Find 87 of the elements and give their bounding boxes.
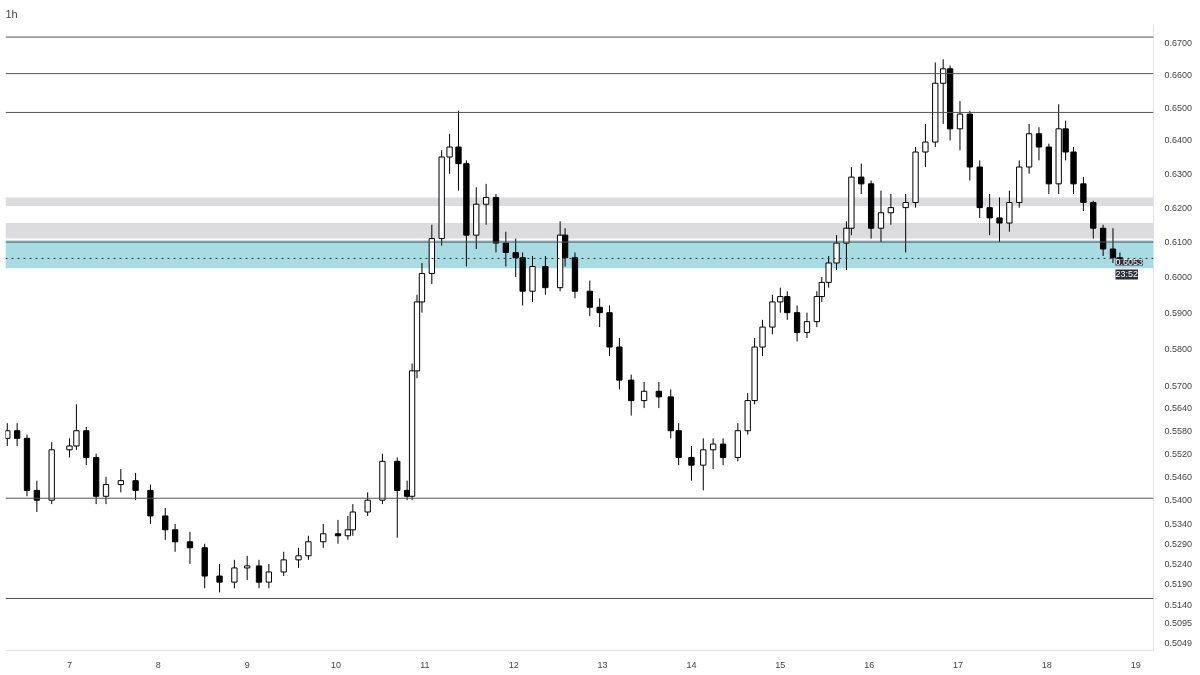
candlestick <box>759 319 766 357</box>
y-tick-label: 0.5140 <box>1164 599 1193 610</box>
candlestick <box>320 523 327 549</box>
y-tick-label: 0.5400 <box>1164 495 1193 506</box>
y-tick-label: 0.6200 <box>1164 202 1193 213</box>
candlestick <box>162 507 169 541</box>
candlestick <box>364 491 371 517</box>
y-tick-label: 0.6700 <box>1164 38 1193 49</box>
candlestick <box>887 193 895 226</box>
x-tick-label: 16 <box>864 659 875 670</box>
y-tick-label: 0.5580 <box>1164 425 1193 436</box>
candlestick <box>295 547 302 569</box>
candlestick <box>482 183 490 226</box>
x-tick-label: 19 <box>1130 659 1141 670</box>
x-tick-label: 15 <box>775 659 786 670</box>
candlestick <box>255 559 263 589</box>
candlestick <box>265 563 273 589</box>
x-tick-label: 17 <box>953 659 964 670</box>
candlestick <box>132 472 139 501</box>
candlestick <box>700 437 707 491</box>
candlestick <box>793 304 801 343</box>
candlestick <box>305 535 312 561</box>
y-tick-label: 0.5800 <box>1164 343 1193 354</box>
y-tick-label: 0.5049 <box>1164 637 1193 648</box>
y-tick-label: 0.5095 <box>1164 618 1193 629</box>
y-tick-label: 0.5520 <box>1164 448 1193 459</box>
candlestick <box>803 312 811 339</box>
x-tick-label: 18 <box>1041 659 1052 670</box>
candlestick <box>688 445 695 482</box>
y-tick-label: 0.5340 <box>1164 518 1193 529</box>
candlestick <box>171 523 179 553</box>
candlestick <box>877 190 885 243</box>
candlestick <box>922 123 929 168</box>
candlestick <box>655 381 663 409</box>
y-tick-label: 0.6400 <box>1164 135 1193 146</box>
candlestick <box>502 231 510 267</box>
candlestick <box>349 503 356 537</box>
candlestick <box>719 437 727 466</box>
candlestick <box>902 193 909 253</box>
candlestick <box>33 480 41 513</box>
candlestick <box>231 559 238 589</box>
candlestick <box>1035 126 1043 161</box>
candlestick <box>216 563 223 593</box>
y-tick-label: 0.6300 <box>1164 168 1193 179</box>
candlestick <box>709 437 717 470</box>
candlestick <box>628 374 635 417</box>
x-tick-label: 7 <box>66 659 72 670</box>
y-tick-label: 0.5900 <box>1164 307 1193 318</box>
x-tick-label: 8 <box>155 659 161 670</box>
candlestick <box>5 422 11 447</box>
candlestick <box>102 476 110 505</box>
y-tick-label: 0.6000 <box>1164 272 1193 283</box>
candlestick <box>858 163 865 195</box>
y-tick-label: 0.5190 <box>1164 579 1193 590</box>
y-tick-label: 0.5640 <box>1164 403 1193 414</box>
candlestick <box>833 234 840 271</box>
candlestick <box>1006 190 1013 233</box>
x-tick-label: 10 <box>331 659 342 670</box>
candlestick <box>117 468 124 493</box>
x-tick-label: 13 <box>597 659 608 670</box>
candlestick <box>13 422 21 447</box>
candlestick <box>1080 176 1087 212</box>
ref-line-label: 0.6053 <box>1115 257 1144 268</box>
x-tick-label: 11 <box>420 659 430 670</box>
y-tick-label: 0.6100 <box>1164 237 1193 248</box>
candlestick <box>986 193 993 236</box>
y-tick-label: 0.5460 <box>1164 471 1193 482</box>
y-tick-label: 0.6500 <box>1164 102 1193 113</box>
candlestick <box>186 531 194 565</box>
candlestick <box>996 196 1003 243</box>
candlestick <box>244 555 251 581</box>
candlestick <box>596 297 603 328</box>
candlestick <box>334 519 342 545</box>
y-tick-label: 0.5700 <box>1164 380 1193 391</box>
candlestick <box>956 100 964 151</box>
y-tick-label: 0.5290 <box>1164 538 1193 549</box>
y-tick-label: 0.5240 <box>1164 558 1193 569</box>
candlestick <box>586 280 593 317</box>
x-tick-label: 14 <box>686 659 697 670</box>
annotation: 23:52 <box>1115 269 1139 280</box>
candlestick <box>280 551 287 577</box>
candlestick <box>542 255 549 296</box>
x-tick-label: 12 <box>508 659 519 670</box>
y-tick-label: 0.6600 <box>1164 70 1193 81</box>
chart-title: 1h <box>5 7 18 20</box>
x-tick-label: 9 <box>244 659 250 670</box>
candlestick <box>640 381 648 409</box>
